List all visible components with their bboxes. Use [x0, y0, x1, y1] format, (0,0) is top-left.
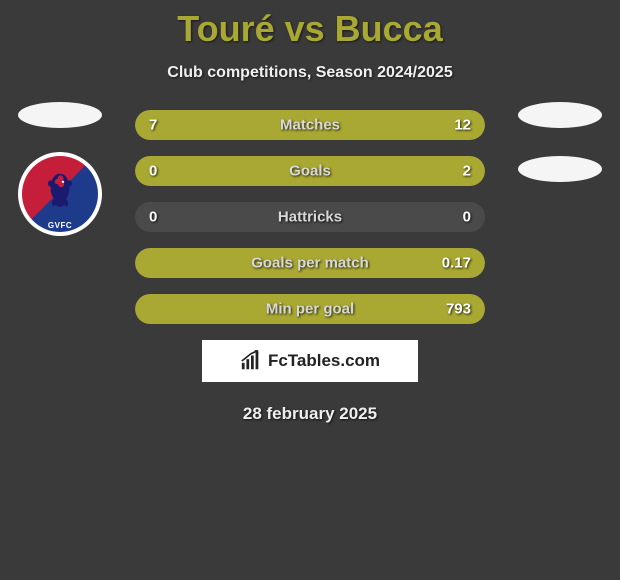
page-title: Touré vs Bucca [0, 0, 620, 50]
stat-label: Goals [289, 163, 331, 180]
stat-value-right: 2 [463, 163, 471, 180]
player-oval-icon [518, 156, 602, 182]
left-club-logo: GVFC [18, 152, 102, 236]
stat-label: Hattricks [278, 209, 342, 226]
date-text: 28 february 2025 [0, 404, 620, 424]
chart-icon [240, 350, 262, 372]
stat-row: 7 Matches 12 [135, 110, 485, 140]
stat-value-left: 7 [149, 117, 157, 134]
player-oval-icon [18, 102, 102, 128]
stat-label: Goals per match [251, 255, 369, 272]
stat-value-right: 0 [463, 209, 471, 226]
stat-value-right: 793 [446, 301, 471, 318]
stat-row: 0 Goals 2 [135, 156, 485, 186]
club-abbrev: GVFC [48, 221, 72, 230]
stat-row: Min per goal 793 [135, 294, 485, 324]
brand-box[interactable]: FcTables.com [202, 340, 418, 382]
stat-value-right: 12 [454, 117, 471, 134]
player-oval-icon [518, 102, 602, 128]
left-player-badges: GVFC [18, 102, 102, 236]
rooster-icon [40, 170, 80, 214]
stat-value-right: 0.17 [442, 255, 471, 272]
right-player-badges [518, 102, 602, 210]
stat-label: Min per goal [266, 301, 354, 318]
stat-label: Matches [280, 117, 340, 134]
stat-value-left: 0 [149, 209, 157, 226]
stat-row: Goals per match 0.17 [135, 248, 485, 278]
subtitle: Club competitions, Season 2024/2025 [0, 64, 620, 82]
stat-value-left: 0 [149, 163, 157, 180]
stats-area: GVFC 7 Matches 12 0 Goals 2 0 Hattricks 0 Goals p… [0, 110, 620, 324]
brand-text: FcTables.com [268, 351, 380, 371]
stat-row: 0 Hattricks 0 [135, 202, 485, 232]
